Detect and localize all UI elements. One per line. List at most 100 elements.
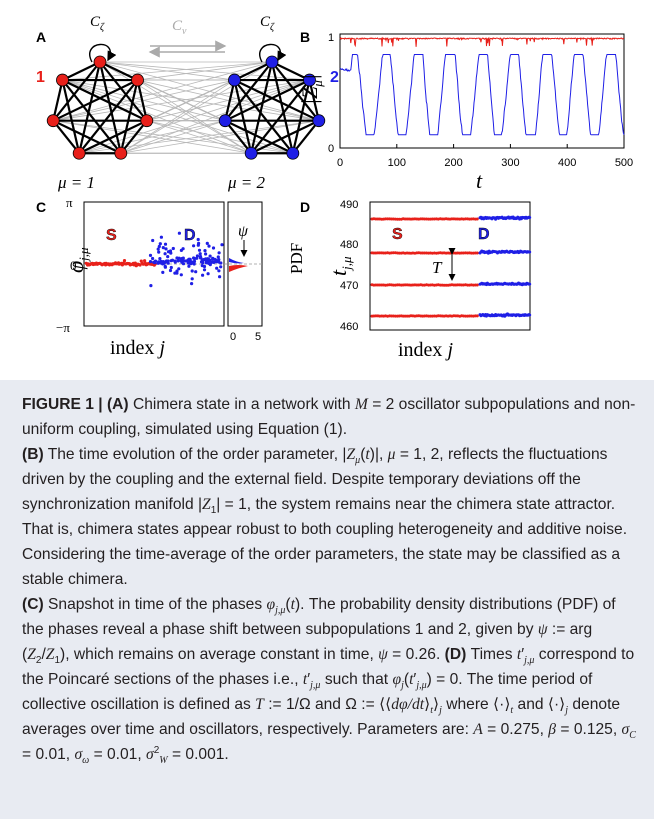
- caption-c-text-3: which remains on average constant in tim…: [73, 646, 374, 663]
- caption-d-text-3: such that: [324, 671, 389, 688]
- phase-point-d: [156, 247, 160, 251]
- mu-2-label: μ = 2: [227, 173, 266, 192]
- panel-letter-b: B: [300, 29, 310, 45]
- phase-point-d: [166, 259, 170, 263]
- intra-edge: [61, 61, 101, 82]
- phase-point-d: [218, 275, 222, 279]
- node-group-1: [46, 114, 60, 128]
- panel-b-ytick-0: 0: [328, 143, 334, 155]
- phase-point-d: [192, 260, 196, 264]
- panel-c-ytick-pi: π: [66, 195, 73, 210]
- intra-edge: [270, 61, 294, 154]
- intra-edge: [61, 79, 81, 154]
- phase-point-d: [164, 247, 168, 251]
- cross-coupling-label: Cν: [172, 18, 187, 37]
- panel-d-s-label: S: [392, 226, 403, 243]
- intra-edge: [271, 61, 320, 122]
- phase-point-d: [214, 259, 218, 264]
- phase-point-d: [158, 257, 162, 261]
- series-blue-z2: [339, 54, 625, 136]
- phase-point-d: [207, 244, 211, 248]
- caption-tag-b: (B): [22, 446, 44, 463]
- intra-edge: [224, 61, 273, 122]
- intra-edge: [119, 119, 148, 154]
- phase-point-d: [187, 264, 191, 268]
- phase-point-d: [157, 244, 161, 249]
- psi-label: ψ: [238, 223, 249, 240]
- panel-c: C π 0 −π φj,μ index j S D ψ PDF 0 5: [36, 195, 306, 359]
- caption-a-math: M: [354, 396, 368, 413]
- phase-point-d: [177, 231, 181, 235]
- panel-b-xtick-label: 100: [388, 157, 406, 169]
- intra-edge: [233, 61, 273, 82]
- time-point-d: [528, 250, 532, 254]
- caption-label: FIGURE 1 |: [22, 396, 103, 413]
- group-1-label: 1: [36, 69, 45, 86]
- intra-edge: [61, 79, 148, 122]
- caption-tag-c: (C): [22, 596, 44, 613]
- phase-point-d: [163, 265, 167, 269]
- phase-point-d: [196, 237, 200, 242]
- panel-b-xtick-label: 300: [501, 157, 519, 169]
- phase-point-d: [208, 254, 212, 258]
- phase-point-s: [122, 259, 127, 263]
- panel-d-axes: [369, 201, 531, 331]
- panel-d-ytick-460: 460: [340, 321, 358, 333]
- intra-edge: [233, 79, 320, 122]
- phase-point-d: [190, 269, 194, 273]
- caption-paragraph-a: FIGURE 1 | (A) Chimera state in a networ…: [22, 396, 636, 438]
- intra-edge: [52, 119, 122, 155]
- time-point-d: [528, 282, 532, 286]
- node-group-1: [72, 146, 86, 160]
- panel-b: B |Zμ| 1 0 0 100 200 300 400 500 t: [297, 29, 633, 193]
- caption-paragraph-c: (C) Snapshot in time of the phases φj,μ(…: [22, 596, 636, 767]
- phase-point-d: [203, 249, 207, 253]
- phase-point-d: [212, 260, 216, 264]
- intra-edge: [291, 119, 320, 154]
- phase-point-d: [192, 257, 197, 261]
- panel-d-d-label: D: [478, 226, 490, 243]
- panel-b-ytick-1: 1: [328, 32, 334, 44]
- panel-c-d-label: D: [184, 227, 196, 244]
- phase-point-d: [197, 248, 202, 252]
- intra-edge: [250, 79, 311, 154]
- phase-point-d: [184, 259, 188, 263]
- phase-point-d: [204, 257, 208, 261]
- phase-point-d: [158, 242, 162, 246]
- intra-edge: [99, 61, 148, 122]
- phase-point-d: [153, 259, 158, 263]
- panel-d-xlabel: index j: [398, 339, 453, 361]
- caption-d-text-5: where: [446, 696, 489, 713]
- phase-point-d: [179, 248, 183, 252]
- intra-edge: [250, 119, 320, 155]
- phase-point-d: [163, 242, 168, 246]
- caption-b-text-1: The time evolution of the order paramete…: [47, 446, 339, 463]
- node-group-2: [286, 146, 300, 160]
- node-group-2: [244, 146, 258, 160]
- panel-b-xtick-label: 200: [444, 157, 462, 169]
- node-group-2: [303, 73, 316, 87]
- intra-edge: [224, 119, 253, 154]
- phase-point-d: [163, 252, 167, 256]
- node-group-2: [265, 55, 279, 69]
- phase-point-d: [206, 272, 210, 276]
- phase-point-d: [190, 277, 194, 281]
- intra-edge: [250, 61, 274, 154]
- phase-point-d: [187, 257, 191, 261]
- phase-point-d: [163, 260, 167, 265]
- phase-point-d: [166, 250, 171, 254]
- cross-edge: [137, 61, 273, 81]
- phase-point-d: [202, 268, 207, 272]
- period-label: T: [432, 258, 443, 277]
- phase-point-d: [161, 270, 165, 274]
- phase-point-d: [171, 246, 175, 251]
- phase-point-d: [217, 251, 221, 255]
- panel-c-xlabel: index j: [110, 337, 165, 359]
- phase-point-d: [151, 256, 155, 261]
- phase-point-d: [205, 241, 209, 245]
- self-loop-right: [259, 43, 287, 63]
- phase-point-d: [190, 282, 194, 286]
- phase-point-d: [148, 260, 153, 264]
- network-diagram: [46, 55, 326, 160]
- intra-edge: [271, 61, 311, 82]
